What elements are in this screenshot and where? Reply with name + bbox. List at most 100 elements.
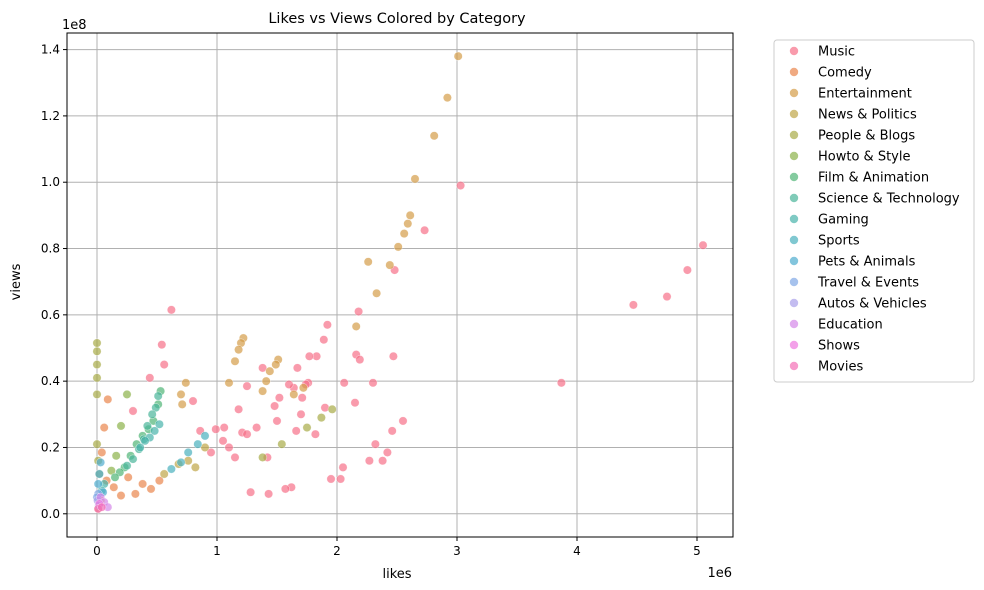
legend-marker <box>789 214 799 224</box>
data-point <box>289 389 299 399</box>
data-point <box>181 378 191 388</box>
data-point <box>218 436 228 446</box>
data-point <box>211 424 221 434</box>
data-point <box>265 366 275 376</box>
data-point <box>292 363 302 373</box>
data-point <box>274 393 284 403</box>
y-axis-label: views <box>9 263 24 300</box>
data-point <box>258 452 268 462</box>
data-point <box>153 391 163 401</box>
data-point <box>368 378 378 388</box>
y-tick-label: 0.6 <box>41 308 60 322</box>
data-point <box>93 479 103 489</box>
legend-marker <box>789 193 799 203</box>
data-point <box>92 360 102 370</box>
data-point <box>363 257 373 267</box>
data-point <box>442 93 452 103</box>
data-point <box>234 345 244 355</box>
data-point <box>399 229 409 239</box>
data-point <box>420 225 430 235</box>
data-point <box>140 436 150 446</box>
data-point <box>242 381 252 391</box>
data-point <box>327 404 337 414</box>
data-point <box>154 476 164 486</box>
data-point <box>103 394 113 404</box>
data-point <box>128 454 138 464</box>
x-tick-label: 5 <box>693 544 701 558</box>
data-point <box>280 484 290 494</box>
data-point <box>99 423 109 433</box>
data-point <box>176 457 186 467</box>
data-point <box>385 260 395 270</box>
legend-label: Sports <box>818 234 860 249</box>
legend-label: Movies <box>818 360 863 375</box>
grid-lines <box>67 33 733 537</box>
data-point <box>388 351 398 361</box>
data-point <box>662 292 672 302</box>
data-point <box>224 378 234 388</box>
legend-marker <box>789 172 799 182</box>
legend-label: Film & Animation <box>818 171 929 186</box>
data-point <box>270 401 280 411</box>
data-point <box>354 307 364 316</box>
y-tick-label: 0.8 <box>41 242 60 256</box>
data-point <box>111 451 121 461</box>
legend: Music Comedy Entertainment News & Politics P… <box>773 39 975 383</box>
data-point <box>326 474 336 484</box>
data-point <box>128 406 138 416</box>
legend-label: Science & Technology <box>818 192 960 207</box>
data-point <box>246 487 256 497</box>
data-point <box>453 51 463 61</box>
legend-marker <box>789 88 799 98</box>
data-point <box>92 373 102 383</box>
data-point <box>123 472 133 482</box>
legend-marker <box>789 235 799 245</box>
data-point <box>147 409 157 419</box>
data-point <box>698 240 708 250</box>
data-point <box>188 396 198 406</box>
data-point <box>284 380 294 389</box>
data-point <box>398 416 408 426</box>
data-point <box>150 426 160 436</box>
legend-marker <box>789 361 799 371</box>
legend-label: Gaming <box>818 213 869 228</box>
legend-label: Travel & Events <box>817 276 919 291</box>
data-point <box>393 242 403 252</box>
legend-label: Comedy <box>818 66 872 81</box>
x-tick-label: 2 <box>333 544 341 558</box>
data-point <box>97 502 107 512</box>
data-point <box>122 461 132 471</box>
x-axis-label: likes <box>382 567 411 582</box>
data-point <box>159 469 169 479</box>
x-axis-multiplier: 1e6 <box>707 566 732 581</box>
legend-label: Education <box>818 318 883 333</box>
data-point <box>556 378 566 388</box>
data-point <box>183 447 193 457</box>
data-point <box>110 472 120 482</box>
data-point <box>206 447 216 457</box>
y-tick-label: 0.0 <box>41 507 60 521</box>
data-point <box>157 340 167 350</box>
plot-frame <box>66 32 734 538</box>
legend-marker <box>789 319 799 329</box>
data-point <box>154 419 164 429</box>
data-point <box>302 423 312 433</box>
x-tick-label: 4 <box>573 544 581 558</box>
legend-label: Music <box>818 45 855 60</box>
x-tick-label: 3 <box>453 544 461 558</box>
data-point <box>230 452 240 462</box>
data-point <box>429 131 439 141</box>
data-point <box>364 456 374 466</box>
data-point <box>200 431 210 441</box>
y-tick-label: 0.4 <box>41 374 60 388</box>
data-point <box>224 443 234 452</box>
data-point <box>92 346 102 356</box>
data-point <box>146 484 156 494</box>
legend-marker <box>789 298 799 308</box>
data-point <box>355 355 365 365</box>
y-axis-multiplier: 1e8 <box>62 18 87 33</box>
legend-label: People & Blogs <box>818 129 915 144</box>
data-point <box>230 356 240 366</box>
y-tick-label: 1.2 <box>41 109 60 123</box>
